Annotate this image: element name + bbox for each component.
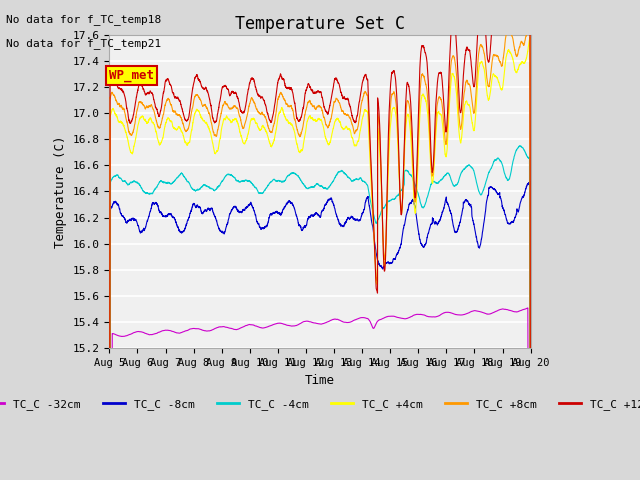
Legend: TC_C -32cm, TC_C -8cm, TC_C -4cm, TC_C +4cm, TC_C +8cm, TC_C +12cm: TC_C -32cm, TC_C -8cm, TC_C -4cm, TC_C +…: [0, 395, 640, 415]
Text: No data for f_TC_temp18: No data for f_TC_temp18: [6, 14, 162, 25]
Text: No data for f_TC_temp21: No data for f_TC_temp21: [6, 38, 162, 49]
X-axis label: Time: Time: [305, 373, 335, 387]
Y-axis label: Temperature (C): Temperature (C): [54, 135, 67, 248]
Text: WP_met: WP_met: [109, 69, 154, 82]
Title: Temperature Set C: Temperature Set C: [235, 15, 405, 33]
